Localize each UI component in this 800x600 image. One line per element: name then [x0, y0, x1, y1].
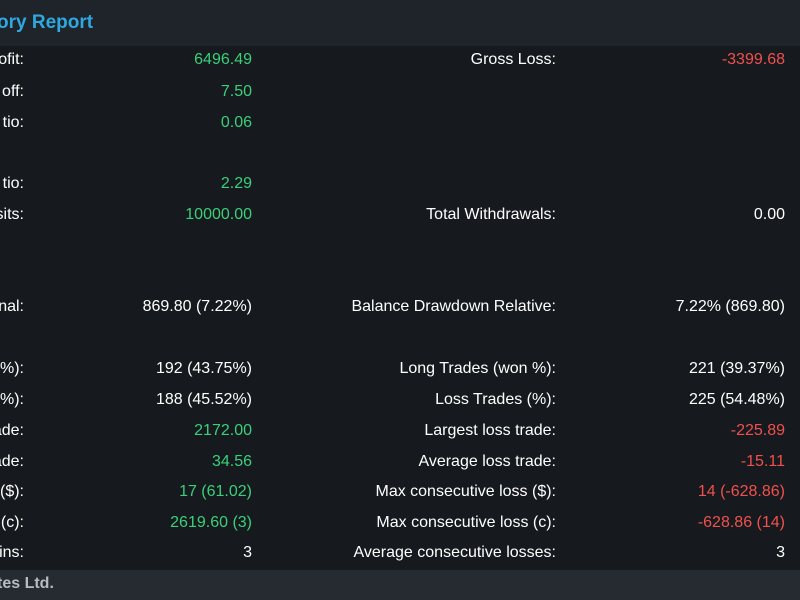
right-value: -15.11	[740, 453, 785, 470]
left-value: 2619.60 (3)	[170, 514, 252, 531]
left-value: 192 (43.75%)	[155, 360, 252, 377]
right-value: -3399.68	[721, 51, 785, 68]
left-label: off:	[2, 83, 24, 100]
left-value: 10000.00	[185, 206, 252, 223]
right-label: Loss Trades (%):	[435, 391, 556, 408]
stats-row: ($): 17 (61.02) Max consecutive loss ($)…	[0, 480, 800, 504]
left-label: (c):	[0, 514, 24, 531]
stats-row: %): 188 (45.52%) Loss Trades (%): 225 (5…	[0, 388, 800, 412]
report-header: ory Report	[0, 0, 800, 46]
right-value: 7.22% (869.80)	[675, 298, 785, 315]
right-label: Average consecutive losses:	[353, 544, 556, 561]
stats-row: %): 192 (43.75%) Long Trades (won %): 22…	[0, 357, 800, 381]
left-label: ade:	[0, 453, 24, 470]
report-title: ory Report	[0, 12, 94, 33]
stats-row: (c): 2619.60 (3) Max consecutive loss (c…	[0, 511, 800, 535]
left-label: %):	[0, 391, 24, 408]
left-value: 17 (61.02)	[179, 483, 252, 500]
stats-row: ade: 2172.00 Largest loss trade: -225.89	[0, 419, 800, 443]
stats-row: ade: 34.56 Average loss trade: -15.11	[0, 450, 800, 474]
left-label: tio:	[2, 175, 24, 192]
left-label: sits:	[0, 206, 24, 223]
left-value: 6496.49	[194, 51, 252, 68]
left-label: ade:	[0, 422, 24, 439]
report-footer: tes Ltd.	[0, 570, 800, 600]
left-value: 3	[243, 544, 252, 561]
right-label: Balance Drawdown Relative:	[351, 298, 556, 315]
right-value: -628.86 (14)	[697, 514, 785, 531]
left-label: ins:	[0, 544, 24, 561]
left-label: nal:	[0, 298, 24, 315]
stats-row: tio: 0.06	[0, 111, 800, 135]
left-value: 7.50	[220, 83, 252, 100]
right-value: 3	[776, 544, 785, 561]
report-body	[0, 46, 800, 570]
right-label: Gross Loss:	[470, 51, 556, 68]
right-value: 221 (39.37%)	[688, 360, 785, 377]
right-label: Average loss trade:	[418, 453, 556, 470]
right-value: 14 (-628.86)	[697, 483, 785, 500]
right-label: Max consecutive loss ($):	[375, 483, 556, 500]
left-value: 0.06	[220, 114, 252, 131]
right-label: Largest loss trade:	[424, 422, 556, 439]
stats-row: ofit: 6496.49 Gross Loss: -3399.68	[0, 48, 800, 72]
right-label: Long Trades (won %):	[399, 360, 556, 377]
right-label: Max consecutive loss (c):	[376, 514, 556, 531]
stats-row: ins: 3 Average consecutive losses: 3	[0, 541, 800, 565]
left-value: 34.56	[211, 453, 252, 470]
right-label: Total Withdrawals:	[426, 206, 556, 223]
stats-row: nal: 869.80 (7.22%) Balance Drawdown Rel…	[0, 295, 800, 319]
right-value: 225 (54.48%)	[688, 391, 785, 408]
left-label: ($):	[0, 483, 24, 500]
stats-row: off: 7.50	[0, 80, 800, 104]
right-value: -225.89	[730, 422, 785, 439]
left-label: ofit:	[0, 51, 24, 68]
company-name: tes Ltd.	[0, 575, 54, 592]
left-label: tio:	[2, 114, 24, 131]
stats-row: tio: 2.29	[0, 172, 800, 196]
left-value: 2.29	[220, 175, 252, 192]
right-value: 0.00	[753, 206, 785, 223]
stats-row: sits: 10000.00 Total Withdrawals: 0.00	[0, 203, 800, 227]
left-value: 188 (45.52%)	[155, 391, 252, 408]
left-value: 2172.00	[194, 422, 252, 439]
left-value: 869.80 (7.22%)	[142, 298, 252, 315]
left-label: %):	[0, 360, 24, 377]
